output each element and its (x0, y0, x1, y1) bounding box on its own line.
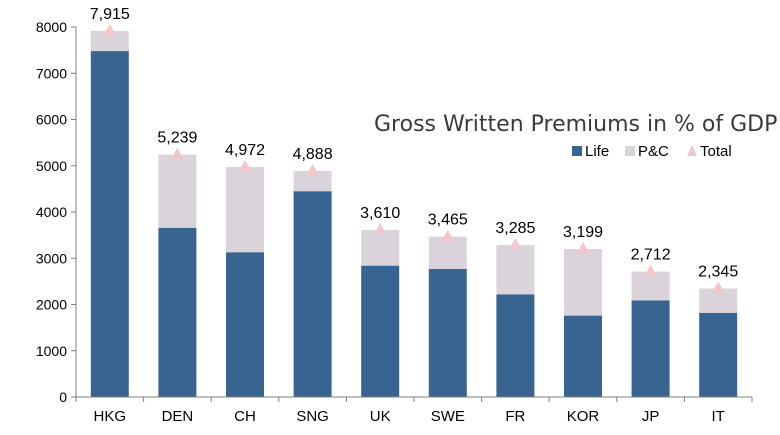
total-label-uk: 3,610 (360, 205, 400, 222)
x-tick-label: FR (505, 408, 525, 425)
bar-pc-uk (361, 230, 400, 266)
y-tick-label: 6000 (36, 112, 67, 128)
bar-life-ch (226, 252, 264, 397)
y-axis: 0 1000 2000 3000 4000 5000 6000 7000 8000 (36, 19, 77, 405)
bar-life-jp (631, 300, 670, 397)
legend-swatch-life (572, 146, 582, 156)
total-label-sng: 4,888 (293, 146, 333, 163)
bar-life-sng (293, 191, 332, 397)
bar-life-den (158, 227, 197, 397)
total-marker-den (171, 147, 184, 159)
y-tick-label: 7000 (36, 65, 67, 81)
bar-life-swe (428, 268, 467, 397)
x-tick-label: DEN (162, 408, 194, 425)
total-label-ch: 4,972 (225, 142, 265, 159)
total-marker-fr (509, 238, 522, 250)
bar-life-it (699, 312, 738, 397)
x-tick-label: SWE (431, 408, 465, 425)
bar-pc-sng (293, 170, 332, 192)
bar-pc-swe (428, 236, 467, 269)
x-tick-label: HKG (94, 408, 127, 425)
total-label-fr: 3,285 (495, 220, 535, 237)
total-marker-kor (577, 242, 589, 254)
total-label-kor: 3,199 (563, 224, 603, 241)
bar-pc-den (158, 154, 197, 228)
y-tick-label: 2000 (36, 297, 67, 313)
legend-swatch-pc (625, 146, 635, 156)
chart-title: Gross Written Premiums in % of GDP (374, 112, 777, 137)
y-tick-label: 3000 (36, 250, 67, 266)
bar-pc-fr (496, 245, 535, 295)
data-labels: 7,915 5,239 4,972 4,888 3,610 3,465 3,285 3,199… (90, 6, 738, 293)
y-tick-label: 8000 (36, 19, 67, 35)
legend-swatch-total (687, 145, 697, 156)
total-label-jp: 2,712 (631, 247, 671, 264)
total-marker-sng (306, 163, 319, 175)
legend-label-total: Total (700, 143, 732, 160)
bar-life-fr (496, 294, 535, 397)
bar-pc-hkg (90, 30, 129, 52)
x-tick-label: JP (642, 408, 660, 425)
x-tick-label: UK (370, 408, 391, 425)
y-tick-label: 1000 (36, 343, 67, 359)
bar-pc-it (699, 288, 738, 313)
x-tick-label: SNG (296, 408, 329, 425)
total-label-it: 2,345 (698, 264, 738, 281)
legend-label-life: Life (585, 143, 609, 160)
total-label-den: 5,239 (157, 130, 197, 147)
legend: Life P&C Total (572, 143, 732, 160)
bar-pc-kor (564, 249, 602, 316)
y-tick-label: 5000 (36, 158, 67, 174)
total-label-swe: 3,465 (428, 212, 468, 229)
total-label-hkg: 7,915 (90, 6, 130, 23)
total-marker-uk (374, 223, 387, 235)
x-tick-label: CH (234, 408, 256, 425)
bar-pc-jp (631, 271, 670, 301)
total-marker-swe (441, 229, 454, 241)
y-tick-label: 4000 (36, 204, 67, 220)
bar-life-uk (361, 265, 400, 397)
bar-life-hkg (90, 51, 129, 398)
x-axis: HKG DEN CH SNG UK SWE FR KOR JP IT (75, 396, 753, 425)
total-marker-jp (644, 264, 657, 276)
bars (90, 30, 738, 398)
bar-pc-ch (226, 167, 264, 253)
y-tick-label: 0 (59, 389, 67, 405)
bar-life-kor (564, 315, 602, 397)
x-tick-label: KOR (567, 408, 600, 425)
total-marker-ch (239, 160, 251, 172)
x-tick-label: IT (712, 408, 725, 425)
total-marker-hkg (103, 23, 116, 35)
legend-label-pc: P&C (638, 143, 669, 160)
total-marker-it (712, 281, 725, 293)
